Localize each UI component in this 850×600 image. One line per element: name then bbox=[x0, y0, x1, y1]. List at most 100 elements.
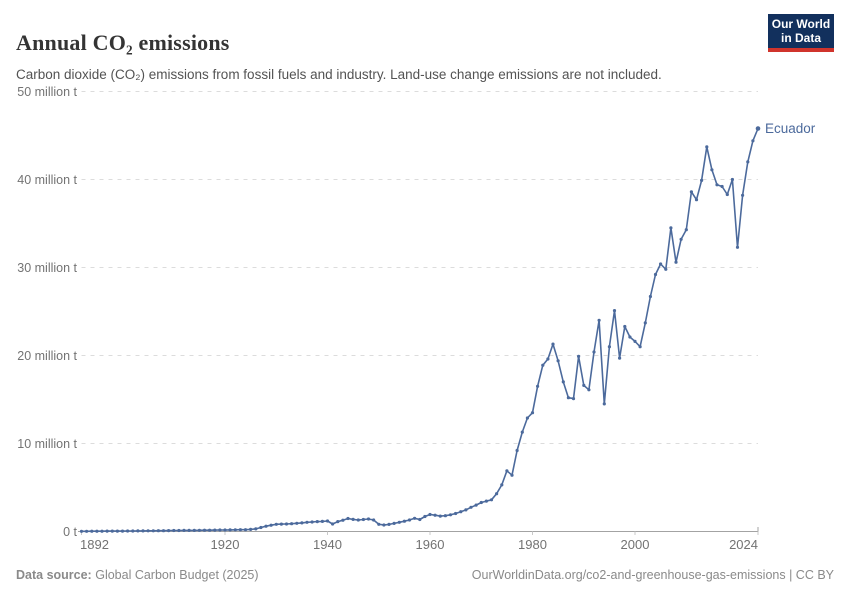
data-point bbox=[474, 503, 478, 507]
data-point bbox=[361, 517, 365, 522]
data-point bbox=[269, 523, 273, 527]
data-point bbox=[643, 321, 647, 325]
data-point bbox=[638, 345, 642, 349]
data-point bbox=[561, 380, 565, 384]
data-point bbox=[249, 527, 253, 532]
data-point bbox=[438, 514, 442, 518]
data-point bbox=[454, 511, 458, 516]
data-point bbox=[366, 517, 371, 521]
data-point bbox=[700, 178, 704, 182]
data-point bbox=[618, 356, 622, 360]
data-point bbox=[592, 350, 596, 354]
data-point bbox=[156, 529, 160, 533]
data-point bbox=[551, 342, 555, 346]
data-point bbox=[469, 505, 473, 509]
data-point bbox=[648, 294, 653, 299]
data-point bbox=[612, 309, 617, 313]
owid-logo-stripe bbox=[768, 48, 834, 52]
data-point bbox=[351, 517, 355, 522]
data-point bbox=[741, 193, 745, 197]
data-point bbox=[238, 528, 242, 532]
data-point bbox=[525, 416, 530, 420]
x-tick-label: 1892 bbox=[80, 537, 109, 552]
data-point bbox=[448, 513, 453, 517]
data-point bbox=[295, 521, 299, 525]
data-point bbox=[202, 528, 207, 532]
data-point bbox=[243, 528, 248, 532]
data-point bbox=[602, 402, 606, 406]
data-point bbox=[346, 516, 350, 521]
owid-logo-line2: in Data bbox=[780, 31, 821, 45]
data-point bbox=[131, 529, 135, 533]
data-point bbox=[100, 529, 104, 533]
data-point bbox=[674, 260, 678, 264]
data-point bbox=[546, 357, 550, 361]
data-point bbox=[223, 528, 227, 532]
ecuador-emissions-line bbox=[80, 127, 759, 533]
data-point bbox=[90, 529, 94, 533]
data-point bbox=[115, 529, 119, 533]
data-point bbox=[233, 528, 237, 532]
data-point bbox=[126, 529, 130, 533]
data-point bbox=[172, 528, 176, 533]
data-point bbox=[495, 492, 499, 496]
data-point bbox=[515, 448, 519, 453]
data-point bbox=[392, 521, 396, 526]
data-point bbox=[710, 168, 714, 172]
data-point bbox=[443, 514, 447, 518]
y-tick-label: 50 million t bbox=[17, 85, 77, 99]
data-point bbox=[464, 508, 468, 512]
data-point bbox=[689, 190, 694, 194]
data-point bbox=[505, 469, 509, 473]
data-point bbox=[418, 517, 422, 522]
data-point bbox=[284, 522, 289, 526]
data-point bbox=[325, 519, 330, 523]
data-point bbox=[725, 192, 729, 197]
data-point bbox=[720, 184, 724, 189]
data-source-value: Global Carbon Budget (2025) bbox=[95, 568, 259, 582]
data-point bbox=[694, 198, 699, 202]
license-link[interactable]: OurWorldinData.org/co2-and-greenhouse-ga… bbox=[471, 568, 834, 582]
x-tick-label: 2000 bbox=[621, 537, 650, 552]
data-point bbox=[110, 529, 114, 533]
data-point bbox=[341, 518, 345, 522]
y-tick-label: 20 million t bbox=[17, 349, 77, 363]
data-point bbox=[279, 522, 283, 526]
data-point bbox=[459, 510, 463, 514]
data-point bbox=[320, 519, 324, 524]
data-point bbox=[136, 529, 140, 533]
series-label-ecuador: Ecuador bbox=[765, 121, 816, 136]
data-point bbox=[387, 522, 391, 527]
data-point bbox=[500, 483, 504, 487]
data-point bbox=[372, 518, 376, 522]
data-point bbox=[300, 521, 304, 525]
data-point bbox=[208, 528, 212, 532]
data-point bbox=[597, 318, 601, 322]
data-point bbox=[755, 126, 761, 131]
data-point bbox=[305, 520, 309, 524]
data-point bbox=[402, 519, 406, 523]
data-point bbox=[751, 139, 755, 143]
data-point bbox=[715, 183, 719, 187]
data-point bbox=[705, 145, 709, 149]
data-point bbox=[161, 529, 166, 533]
data-point bbox=[520, 430, 524, 434]
data-point bbox=[582, 383, 586, 387]
data-point bbox=[228, 528, 232, 532]
x-tick-label: 1960 bbox=[416, 537, 445, 552]
data-point bbox=[177, 528, 181, 533]
data-point bbox=[541, 363, 545, 367]
data-point bbox=[336, 520, 340, 524]
data-point bbox=[141, 529, 145, 533]
data-point bbox=[218, 528, 222, 532]
chart-footer: Data source: Global Carbon Budget (2025)… bbox=[16, 568, 834, 582]
x-tick-label: 2024 bbox=[729, 537, 758, 552]
y-tick-label: 10 million t bbox=[17, 437, 77, 451]
chart-title: Annual CO₂ emissions bbox=[16, 29, 230, 55]
data-point bbox=[413, 516, 417, 520]
data-point bbox=[730, 177, 735, 182]
data-point bbox=[571, 397, 576, 401]
data-point bbox=[254, 527, 258, 531]
data-point bbox=[151, 529, 155, 533]
